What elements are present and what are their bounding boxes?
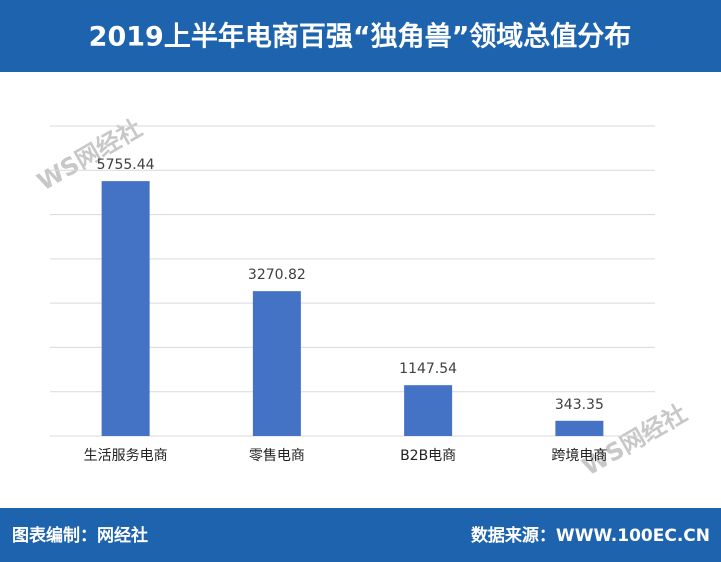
x-tick-label: 零售电商	[249, 448, 305, 464]
footer-source-left: 图表编制：网经社	[12, 525, 148, 546]
bar	[101, 181, 150, 436]
data-label: 1147.54	[399, 361, 457, 377]
title-banner	[0, 0, 721, 72]
data-label: 343.35	[555, 397, 604, 413]
footer-source-right: 数据来源：WWW.100EC.CN	[471, 525, 710, 546]
x-tick-label: B2B电商	[400, 448, 456, 464]
data-label: 5755.44	[97, 157, 155, 173]
bar	[404, 385, 453, 436]
bar	[252, 291, 301, 436]
bar	[555, 420, 604, 436]
x-tick-label: 生活服务电商	[84, 448, 168, 464]
footer-banner	[0, 508, 721, 562]
chart-title: 2019上半年电商百强“独角兽”领域总值分布	[89, 21, 632, 53]
x-tick-label: 跨境电商	[551, 448, 607, 464]
data-label: 3270.82	[248, 267, 306, 283]
